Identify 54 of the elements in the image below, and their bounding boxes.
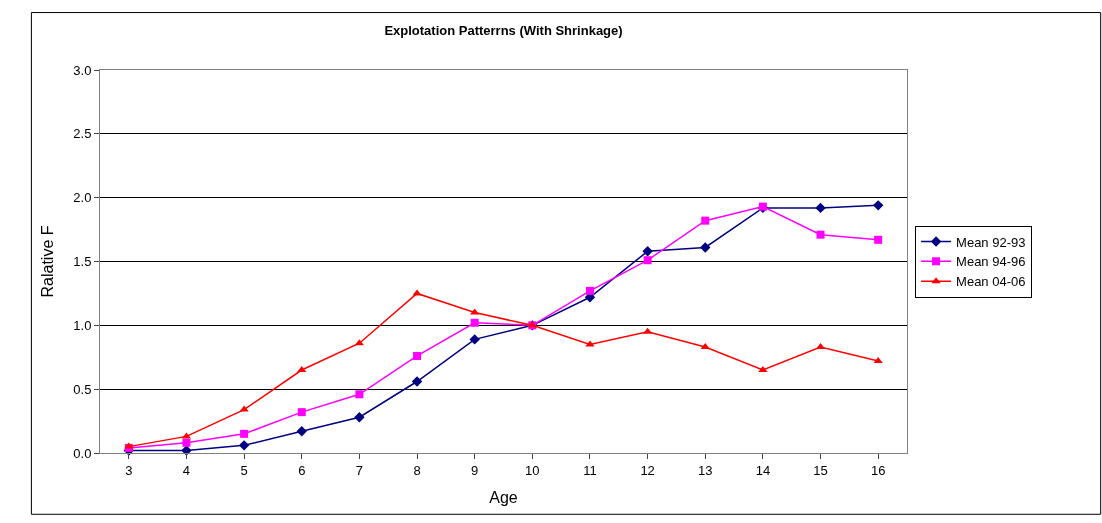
point — [355, 390, 364, 399]
x-tick-label: 13 — [698, 462, 713, 478]
point — [701, 216, 710, 225]
point — [182, 438, 191, 447]
point — [296, 426, 307, 437]
legend-label: Mean 04-06 — [956, 274, 1026, 290]
point — [815, 202, 826, 214]
point — [700, 343, 710, 350]
legend-label: Mean 94-96 — [956, 254, 1026, 270]
x-tick-label: 14 — [755, 462, 771, 478]
chart-title: Explotation Patterrns (With Shrinkage) — [384, 23, 623, 39]
x-tick-label: 8 — [413, 462, 421, 478]
point — [816, 230, 825, 239]
x-tick-label: 5 — [240, 462, 248, 478]
point — [470, 308, 480, 315]
x-tick-label: 11 — [583, 462, 597, 478]
point — [413, 351, 422, 360]
point — [873, 357, 883, 364]
x-tick-label: 10 — [525, 462, 540, 478]
x-tick-label: 7 — [355, 462, 364, 478]
point — [297, 366, 307, 373]
x-tick-label: 16 — [870, 462, 886, 478]
x-tick-label: 4 — [182, 462, 191, 478]
point — [643, 256, 652, 265]
point — [642, 246, 653, 257]
point — [239, 405, 249, 412]
point — [470, 318, 479, 327]
y-tick-label: 1.5 — [73, 254, 92, 270]
point — [585, 286, 594, 295]
legend-label: Mean 92-93 — [956, 234, 1026, 250]
point — [354, 412, 365, 423]
x-tick-label: 9 — [471, 462, 479, 478]
point — [240, 429, 249, 438]
point — [700, 242, 711, 253]
y-tick-label: 3.0 — [73, 62, 92, 78]
point — [411, 376, 423, 387]
y-axis-title: Ralative F — [39, 225, 57, 298]
point — [758, 366, 768, 373]
y-tick-label: 0.5 — [73, 381, 92, 397]
point — [181, 445, 192, 456]
x-tick-label: 6 — [298, 462, 306, 478]
point — [469, 334, 480, 345]
y-tick-label: 2.0 — [73, 190, 92, 206]
x-tick-label: 15 — [813, 462, 828, 478]
point — [874, 235, 883, 244]
x-axis-title: Age — [489, 489, 518, 507]
point — [872, 200, 884, 211]
x-tick-label: 3 — [125, 462, 133, 478]
point — [297, 408, 306, 417]
point — [238, 440, 250, 451]
y-tick-label: 2.5 — [73, 126, 92, 142]
y-tick-label: 1.0 — [73, 317, 92, 333]
y-tick-label: 0.0 — [73, 445, 92, 461]
x-tick-label: 12 — [640, 462, 655, 478]
